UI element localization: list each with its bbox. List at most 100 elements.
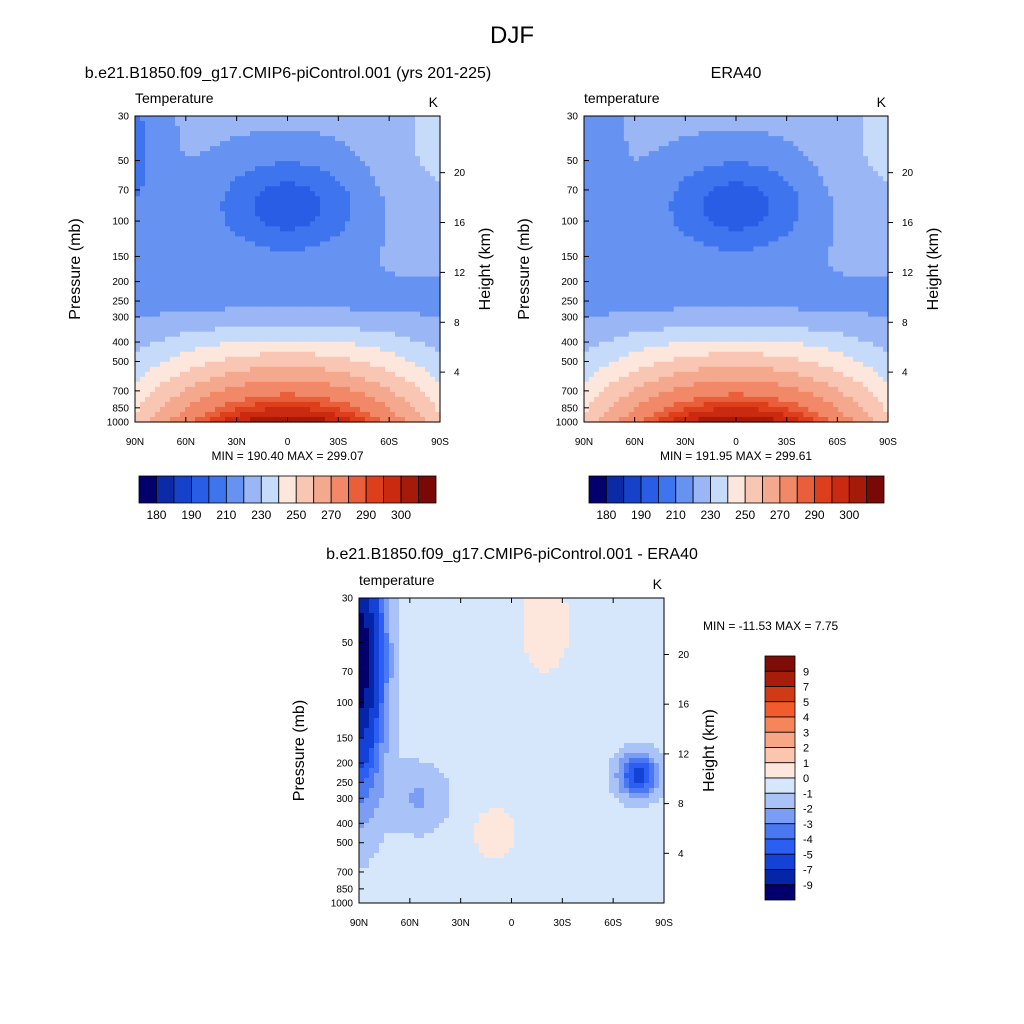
contour-cell bbox=[280, 326, 286, 333]
contour-cell bbox=[345, 231, 351, 237]
contour-cell bbox=[150, 286, 156, 293]
contour-cell bbox=[405, 226, 411, 232]
contour-cell bbox=[165, 211, 171, 217]
contour-cell bbox=[240, 206, 246, 212]
contour-cell bbox=[235, 406, 241, 413]
contour-cell bbox=[205, 281, 211, 288]
contour-cell bbox=[738, 121, 745, 127]
contour-cell bbox=[280, 241, 286, 248]
contour-cell bbox=[165, 171, 171, 177]
contour-cell bbox=[300, 286, 306, 293]
contour-cell bbox=[593, 126, 600, 132]
contour-cell bbox=[275, 181, 281, 187]
contour-cell bbox=[240, 186, 246, 192]
contour-cell bbox=[270, 391, 276, 398]
contour-cell bbox=[425, 251, 431, 258]
contour-cell bbox=[255, 411, 261, 418]
contour-cell bbox=[693, 206, 700, 212]
contour-cell bbox=[628, 166, 635, 172]
contour-cell bbox=[878, 206, 884, 212]
contour-cell bbox=[205, 271, 211, 278]
contour-cell bbox=[395, 261, 401, 268]
contour-cell bbox=[170, 196, 176, 202]
contour-cell bbox=[230, 316, 236, 323]
contour-cell bbox=[415, 416, 421, 423]
contour-cell bbox=[185, 416, 191, 423]
contour-cell bbox=[280, 171, 286, 177]
contour-cell bbox=[593, 121, 600, 127]
contour-cell bbox=[718, 151, 725, 157]
contour-cell bbox=[350, 226, 356, 232]
contour-cell bbox=[255, 371, 261, 378]
contour-cell bbox=[430, 141, 436, 147]
contour-cell bbox=[200, 311, 206, 318]
contour-cell bbox=[355, 131, 361, 137]
contour-cell bbox=[748, 116, 755, 122]
contour-cell bbox=[390, 261, 396, 268]
contour-cell bbox=[315, 146, 321, 152]
contour-cell bbox=[310, 151, 316, 157]
contour-cell bbox=[748, 191, 755, 197]
contour-cell bbox=[653, 136, 660, 142]
contour-cell bbox=[420, 306, 426, 313]
contour-cell bbox=[400, 126, 406, 132]
contour-cell bbox=[255, 156, 261, 162]
contour-cell bbox=[425, 386, 431, 393]
contour-cell bbox=[350, 386, 356, 393]
contour-cell bbox=[345, 291, 351, 298]
contour-cell bbox=[255, 416, 261, 423]
contour-cell bbox=[638, 126, 645, 132]
contour-cell bbox=[315, 166, 321, 172]
contour-cell bbox=[165, 381, 171, 388]
contour-cell bbox=[365, 286, 371, 293]
contour-cell bbox=[425, 341, 431, 348]
contour-cell bbox=[763, 171, 769, 177]
contour-cell bbox=[733, 166, 740, 172]
contour-cell bbox=[848, 186, 854, 192]
contour-cell bbox=[593, 171, 600, 177]
contour-cell bbox=[613, 201, 620, 207]
contour-cell bbox=[668, 151, 675, 157]
contour-cell bbox=[135, 391, 141, 398]
contour-cell bbox=[185, 261, 191, 268]
contour-cell bbox=[410, 296, 416, 303]
contour-cell bbox=[235, 136, 241, 142]
contour-cell bbox=[315, 131, 321, 137]
contour-cell bbox=[225, 146, 231, 152]
contour-cell bbox=[205, 341, 211, 348]
contour-cell bbox=[613, 181, 620, 187]
contour-cell bbox=[873, 146, 879, 152]
contour-cell bbox=[230, 366, 236, 373]
contour-cell bbox=[435, 221, 441, 227]
contour-cell bbox=[225, 291, 231, 298]
contour-cell bbox=[200, 301, 206, 308]
contour-cell bbox=[155, 326, 161, 333]
contour-cell bbox=[798, 181, 804, 187]
contour-cell bbox=[285, 141, 291, 147]
contour-cell bbox=[365, 116, 371, 122]
contour-cell bbox=[320, 206, 326, 212]
contour-cell bbox=[160, 306, 166, 313]
contour-cell bbox=[275, 321, 281, 328]
contour-cell bbox=[693, 116, 700, 122]
contour-cell bbox=[778, 156, 784, 162]
contour-cell bbox=[305, 346, 311, 353]
contour-cell bbox=[390, 366, 396, 373]
contour-cell bbox=[395, 386, 401, 393]
contour-cell bbox=[330, 156, 336, 162]
contour-cell bbox=[340, 126, 346, 132]
contour-cell bbox=[410, 136, 416, 142]
contour-cell bbox=[783, 166, 789, 172]
contour-cell bbox=[375, 336, 381, 343]
contour-cell bbox=[290, 151, 296, 157]
contour-cell bbox=[215, 141, 221, 147]
contour-cell bbox=[858, 171, 864, 177]
contour-cell bbox=[678, 116, 685, 122]
contour-cell bbox=[628, 171, 635, 177]
contour-cell bbox=[315, 141, 321, 147]
contour-cell bbox=[250, 161, 256, 167]
contour-cell bbox=[320, 126, 326, 132]
contour-cell bbox=[295, 311, 301, 318]
contour-cell bbox=[185, 191, 191, 197]
contour-cell bbox=[325, 396, 331, 403]
